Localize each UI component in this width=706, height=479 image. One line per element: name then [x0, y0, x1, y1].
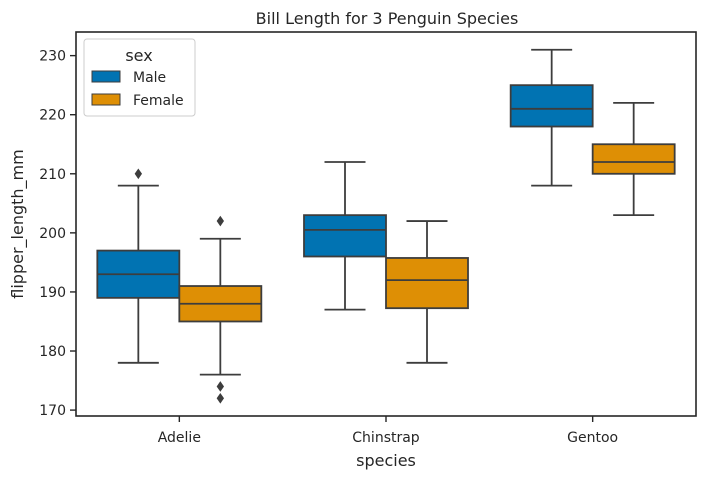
outlier-point — [134, 168, 143, 180]
x-tick-label: Adelie — [158, 430, 201, 446]
outlier-point — [216, 215, 225, 227]
box-iqr — [509, 84, 594, 128]
box-chinstrap-female — [385, 220, 469, 364]
box-iqr — [591, 143, 676, 175]
legend-swatch-female — [91, 93, 121, 106]
x-tick-label: Chinstrap — [352, 430, 420, 446]
box-iqr — [385, 257, 469, 310]
y-tick-label: 180 — [39, 344, 66, 360]
outlier-point — [216, 392, 225, 404]
box-chinstrap-male — [303, 161, 387, 311]
y-tick-label: 200 — [39, 226, 66, 242]
chart-title: Bill Length for 3 Penguin Species — [256, 9, 519, 28]
y-tick-label: 210 — [39, 167, 66, 183]
outlier-point — [216, 381, 225, 392]
legend: sex Male Female — [83, 38, 196, 117]
y-tick-label: 220 — [39, 108, 66, 124]
legend-title: sex — [125, 46, 152, 65]
y-tick-label: 190 — [39, 285, 66, 301]
legend-label-female: Female — [133, 93, 184, 109]
box-adelie-female — [178, 215, 263, 404]
y-axis: 170 180 190 200 210 220 230 — [39, 49, 76, 419]
x-axis-label: species — [356, 451, 416, 470]
box-gentoo-female — [591, 101, 676, 217]
y-axis-label: flipper_length_mm — [8, 149, 28, 298]
y-tick-label: 170 — [39, 403, 66, 419]
legend-swatch-male — [91, 70, 121, 83]
x-tick-label: Gentoo — [567, 430, 618, 446]
y-tick-label: 230 — [39, 49, 66, 65]
plot-area — [96, 48, 676, 404]
x-axis: Adelie Chinstrap Gentoo — [158, 416, 618, 446]
box-gentoo-male — [509, 48, 594, 187]
box-adelie-male — [96, 168, 181, 364]
box-iqr — [303, 214, 387, 258]
legend-label-male: Male — [133, 70, 166, 86]
